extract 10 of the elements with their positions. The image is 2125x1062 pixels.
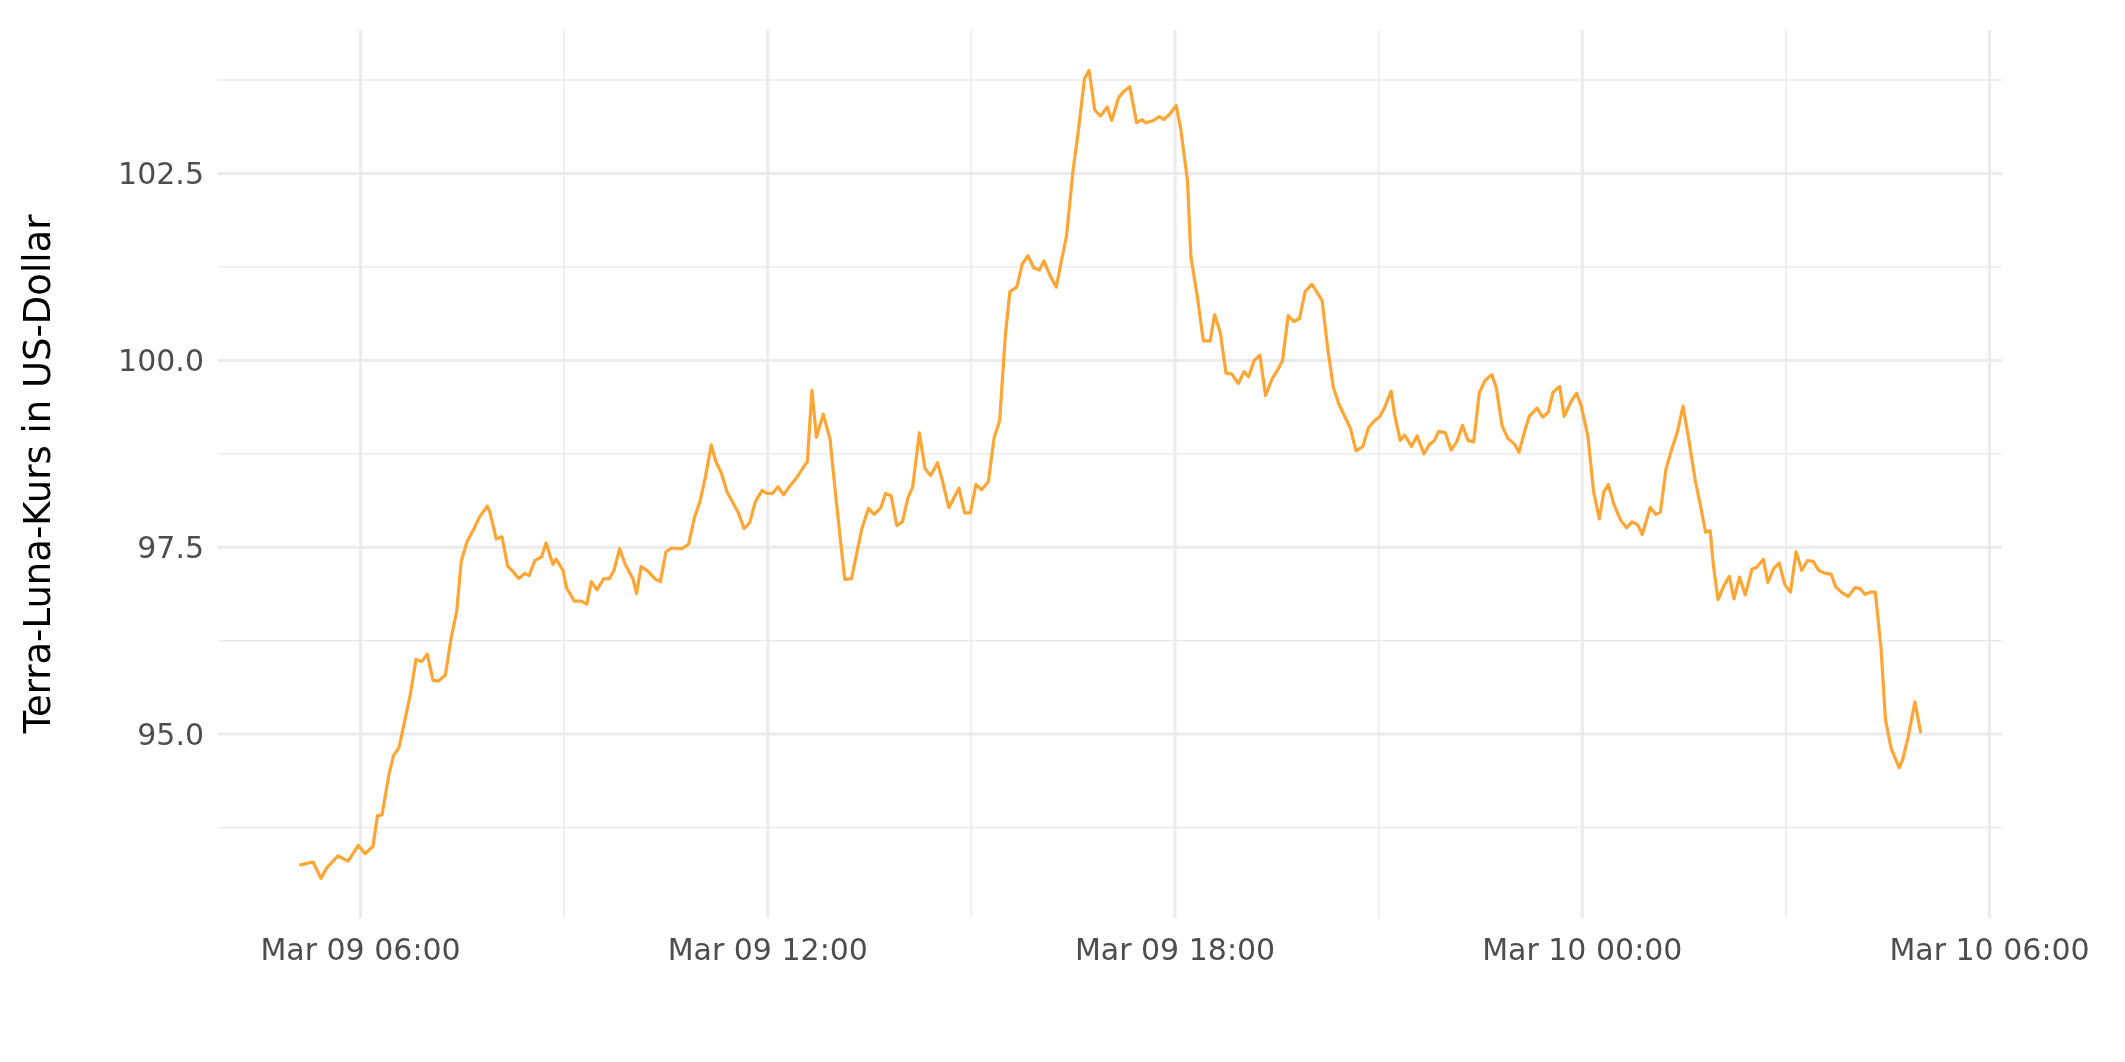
y-axis-title: Terra-Luna-Kurs in US-Dollar: [16, 213, 59, 735]
y-tick-label: 102.5: [118, 156, 204, 192]
x-tick-label: Mar 10 06:00: [1889, 932, 2090, 967]
y-tick-label: 97.5: [137, 529, 204, 565]
y-tick-label: 100.0: [118, 342, 204, 378]
x-tick-label: Mar 09 06:00: [260, 932, 461, 967]
x-tick-label: Mar 09 12:00: [667, 932, 868, 967]
y-tick-label: 95.0: [137, 716, 204, 752]
x-tick-label: Mar 10 00:00: [1482, 932, 1683, 967]
x-tick-label: Mar 09 18:00: [1074, 932, 1276, 967]
